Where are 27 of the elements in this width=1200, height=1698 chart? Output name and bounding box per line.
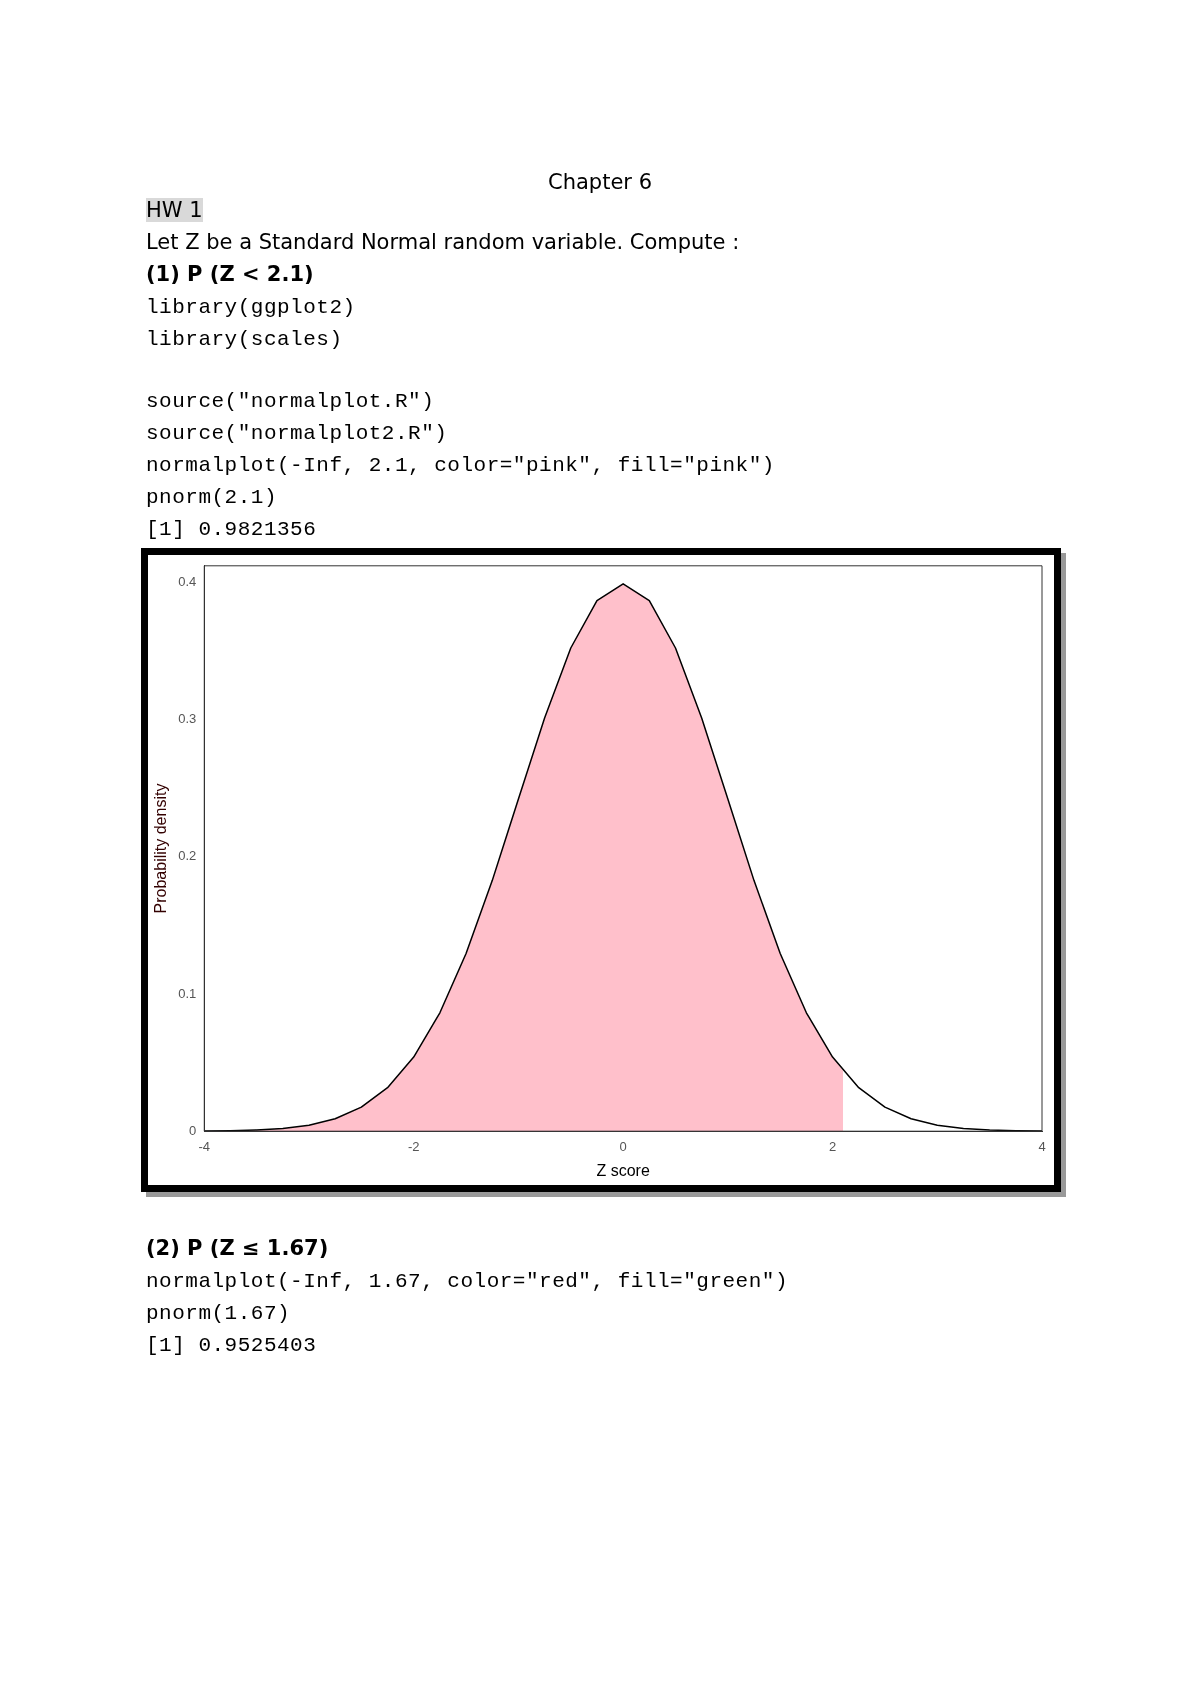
text: [1] 0.9525403: [146, 1334, 317, 1357]
text: Let Z be a Standard Normal random variable. Compute :: [146, 230, 740, 254]
text: normalplot(-Inf, 2.1, color="pink", fill="pink"): [146, 454, 775, 477]
y-tick-label: 0.3: [178, 711, 197, 727]
source-note: source("normalplot.R"): [146, 390, 435, 413]
y-tick-label: 0.2: [178, 848, 197, 864]
y-tick-label: 0: [189, 1122, 197, 1138]
x-tick-label: 0: [619, 1138, 627, 1154]
text: normalplot(-Inf, 1.67, color="red", fill="green"): [146, 1270, 789, 1293]
x-tick-label: -4: [198, 1138, 211, 1154]
text: (1) P (Z < 2.1): [146, 262, 314, 286]
x-tick-label: -2: [407, 1138, 420, 1154]
text: pnorm(2.1): [146, 486, 278, 509]
text: pnorm(1.67): [146, 1302, 291, 1325]
y-tick-label: 0.1: [178, 985, 197, 1001]
source-note: source("normalplot2.R"): [146, 422, 448, 445]
y-tick-label: 0.4: [178, 573, 197, 589]
text: (2) P (Z ≤ 1.67): [146, 1236, 329, 1260]
x-axis-title: Z score: [596, 1161, 650, 1179]
text: library(ggplot2): [146, 296, 356, 319]
x-tick-label: 4: [1038, 1138, 1046, 1154]
y-axis-title: Probability density: [152, 783, 170, 914]
chart-title: Chapter 6: [547, 170, 653, 194]
text: [1] 0.9821356: [146, 518, 317, 541]
text: HW 1: [146, 198, 203, 222]
x-tick-label: 2: [828, 1138, 837, 1154]
text: library(scales): [146, 328, 343, 351]
